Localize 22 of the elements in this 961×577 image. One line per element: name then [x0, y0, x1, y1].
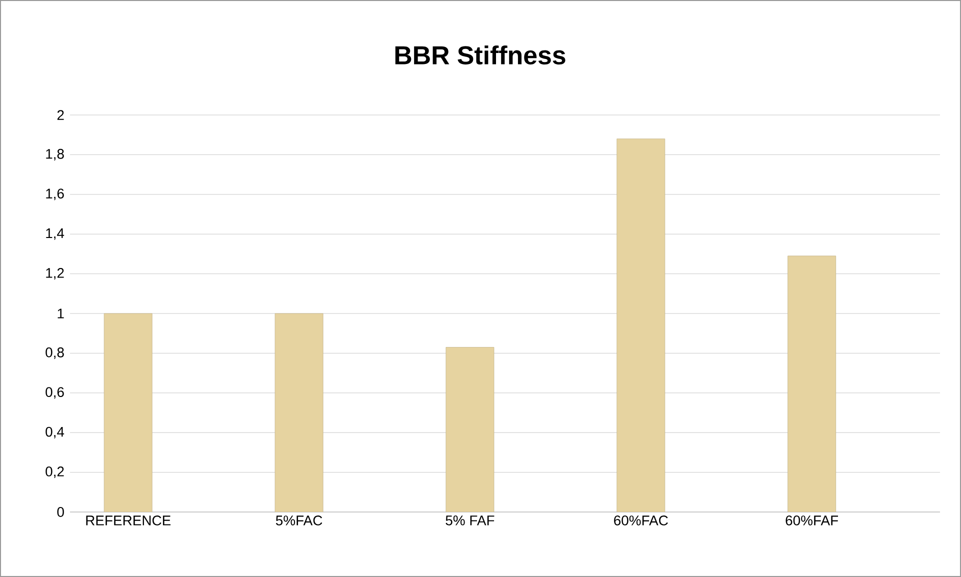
y-tick-label: 0 — [57, 507, 64, 517]
x-tick-label: 60%FAF — [786, 516, 838, 526]
y-tick-label: 0,6 — [46, 387, 64, 399]
y-tick-label: 0,2 — [46, 466, 64, 478]
y-tick-label: 1,6 — [46, 188, 64, 200]
bar — [104, 313, 152, 512]
y-tick-label: 0,8 — [46, 347, 64, 359]
chart-title: BBR Stiffness — [395, 45, 566, 64]
x-tick-label: REFERENCE — [86, 516, 171, 526]
bar — [788, 256, 836, 512]
bar — [446, 347, 494, 512]
y-tick-label: 1,2 — [46, 268, 64, 280]
y-tick-label: 1,8 — [46, 148, 64, 160]
x-tick-label: 5%FAC — [276, 516, 322, 526]
bar — [274, 313, 324, 512]
y-tick-label: 2 — [57, 110, 64, 120]
x-tick-label: 60%FAC — [614, 516, 668, 526]
bar — [616, 138, 666, 512]
x-tick-label: 5% FAF — [446, 516, 494, 526]
y-tick-label: 1 — [58, 308, 64, 318]
y-tick-label: 1,4 — [46, 228, 64, 240]
y-tick-label: 0,4 — [46, 426, 64, 438]
